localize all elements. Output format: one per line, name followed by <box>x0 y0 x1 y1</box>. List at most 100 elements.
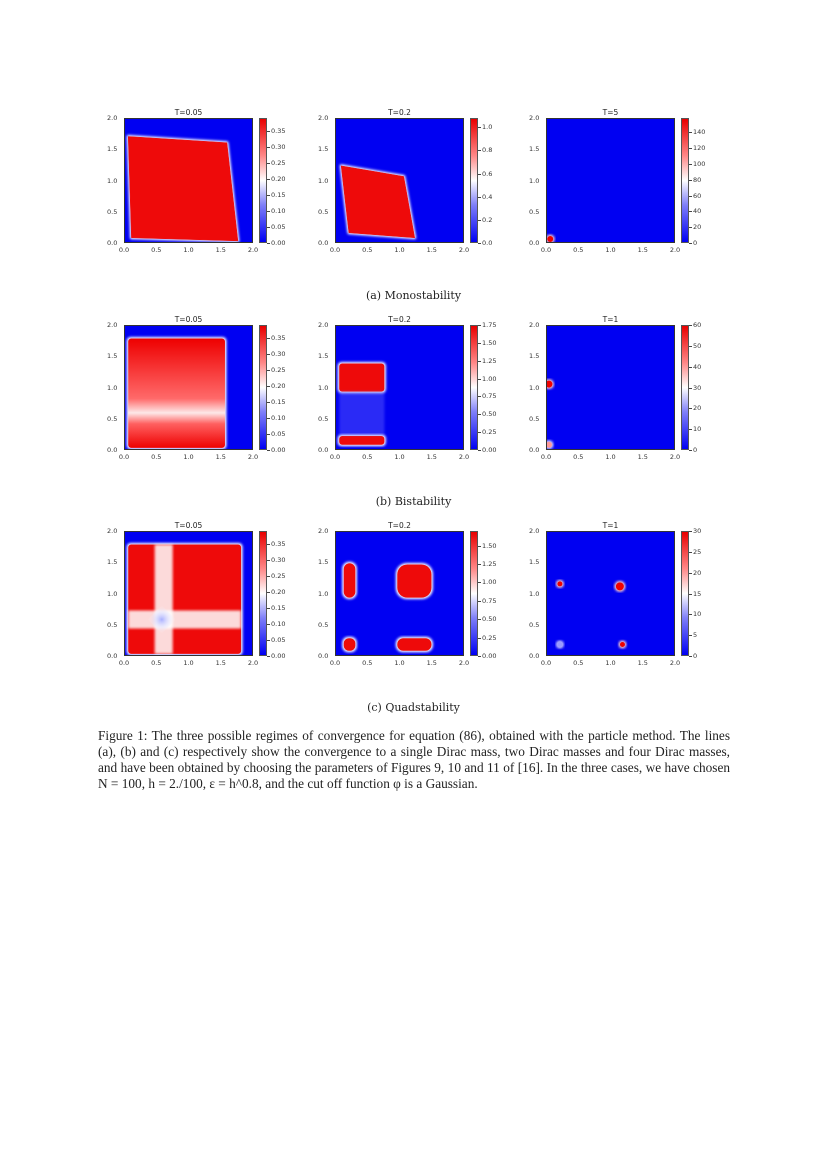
y-tick-label: 1.5 <box>529 558 540 567</box>
heatmap-plot-area <box>546 118 675 243</box>
heatmap-panel: T=1 0.0 0.5 1.0 1.5 2.0 0.0 0.5 1.0 1.5 2.0 0 5 10 15 2… <box>529 521 746 681</box>
colorbar-tick-label: 0.10 <box>266 413 286 422</box>
colorbar-tick-label: 0 <box>688 652 698 660</box>
colorbar-tick-label: 0.35 <box>266 539 286 548</box>
x-tick-label: 0.5 <box>362 453 373 461</box>
x-tick-label: 1.0 <box>605 246 616 254</box>
colorbar-tick-label: 1.0 <box>477 123 493 132</box>
colorbar <box>681 118 689 243</box>
panel-title: T=5 <box>602 108 619 117</box>
y-tick-label: 1.0 <box>318 383 329 392</box>
x-tick-label: 0.0 <box>329 659 341 667</box>
heatmap-plot-area <box>124 531 253 656</box>
colorbar-tick-label: 0.15 <box>266 397 286 406</box>
panel-title: T=0.05 <box>174 108 203 117</box>
x-tick-label: 0.5 <box>151 246 162 254</box>
x-tick-label: 0.5 <box>573 453 584 461</box>
colorbar-tick-label: 0.25 <box>266 365 286 374</box>
colorbar-tick-label: 0.75 <box>477 392 497 401</box>
x-tick-label: 1.0 <box>394 659 405 667</box>
y-tick-label: 1.0 <box>318 589 329 598</box>
colorbar-tick-label: 50 <box>688 341 702 350</box>
colorbar-tick-label: 15 <box>688 589 702 598</box>
colorbar <box>681 531 689 656</box>
y-tick-label: 0.5 <box>529 414 540 423</box>
x-tick-label: 1.0 <box>605 453 616 461</box>
panel-title: T=0.05 <box>174 315 203 324</box>
colorbar-tick-label: 0.30 <box>266 142 286 151</box>
y-tick-label: 1.0 <box>107 383 118 392</box>
colorbar <box>470 531 478 656</box>
colorbar-tick-label: 10 <box>688 610 702 619</box>
y-tick-label: 0.5 <box>318 414 329 423</box>
x-tick-label: 1.0 <box>394 246 405 254</box>
x-tick-label: 1.5 <box>637 246 648 254</box>
heatmap-panel: T=0.05 0.0 0.5 1.0 1.5 2.0 0.0 0.5 1.0 1.5 2.0 0.00… <box>107 521 324 681</box>
colorbar-tick-label: 0.00 <box>266 652 286 660</box>
colorbar-tick-label: 0.05 <box>266 635 286 644</box>
y-tick-label: 1.5 <box>529 352 540 361</box>
colorbar-tick-label: 1.50 <box>477 338 497 347</box>
y-tick-label: 1.5 <box>107 558 118 567</box>
heatmap-plot-area <box>335 531 464 656</box>
y-tick-label: 1.5 <box>107 145 118 154</box>
x-tick-label: 0.5 <box>151 659 162 667</box>
panel-title: T=1 <box>602 315 619 324</box>
y-tick-label: 1.0 <box>529 383 540 392</box>
colorbar-tick-label: 0.50 <box>477 615 497 624</box>
y-tick-label: 1.0 <box>318 176 329 185</box>
colorbar-tick-label: 0.20 <box>266 174 286 183</box>
x-tick-label: 1.0 <box>394 453 405 461</box>
y-tick-label: 1.5 <box>318 558 329 567</box>
colorbar-tick-label: 30 <box>688 527 702 535</box>
panel-title: T=0.2 <box>388 108 411 117</box>
colorbar-tick-label: 0.35 <box>266 126 286 135</box>
colorbar <box>259 325 267 450</box>
x-tick-label: 1.5 <box>215 453 226 461</box>
colorbar-tick-label: 1.25 <box>477 560 497 569</box>
x-tick-label: 0.5 <box>362 659 373 667</box>
heatmap-panel: T=0.05 0.0 0.5 1.0 1.5 2.0 0.0 0.5 1.0 1.5 2.0 0.00… <box>107 315 324 475</box>
colorbar-tick-label: 0.25 <box>266 571 286 580</box>
x-tick-label: 1.5 <box>637 659 648 667</box>
x-tick-label: 2.0 <box>247 453 259 461</box>
colorbar-tick-label: 0.30 <box>266 349 286 358</box>
heatmap-plot-area <box>124 118 253 243</box>
x-tick-label: 0.5 <box>151 453 162 461</box>
x-tick-label: 0.0 <box>540 453 552 461</box>
colorbar-tick-label: 0.25 <box>266 158 286 167</box>
x-tick-label: 1.5 <box>426 246 437 254</box>
x-tick-label: 0.0 <box>118 246 130 254</box>
colorbar-tick-label: 140 <box>688 128 706 137</box>
x-tick-label: 0.0 <box>118 659 130 667</box>
heatmap-plot-area <box>546 325 675 450</box>
colorbar-tick-label: 0.25 <box>477 428 497 437</box>
x-tick-label: 0.0 <box>329 453 341 461</box>
y-tick-label: 1.0 <box>529 589 540 598</box>
y-tick-label: 0.5 <box>107 207 118 216</box>
colorbar-tick-label: 0.00 <box>477 446 497 454</box>
colorbar-tick-label: 80 <box>688 175 702 184</box>
x-tick-label: 1.5 <box>426 659 437 667</box>
y-tick-label: 0.0 <box>529 239 540 247</box>
colorbar-tick-label: 120 <box>688 144 706 153</box>
figure-caption-text: Figure 1: The three possible regimes of … <box>98 728 730 791</box>
colorbar-tick-label: 25 <box>688 547 702 556</box>
heatmap-panel: T=0.05 0.0 0.5 1.0 1.5 2.0 0.0 0.5 1.0 1.5 2.0 0.00… <box>107 108 324 268</box>
y-tick-label: 0.0 <box>107 239 118 247</box>
colorbar-tick-label: 0.25 <box>477 633 497 642</box>
x-tick-label: 1.0 <box>183 246 194 254</box>
heatmap-plot-area <box>335 325 464 450</box>
colorbar-tick-label: 60 <box>688 321 702 329</box>
x-tick-label: 2.0 <box>247 246 259 254</box>
y-tick-label: 0.0 <box>107 652 118 660</box>
y-tick-label: 1.0 <box>529 176 540 185</box>
heatmap-panel: T=5 0.0 0.5 1.0 1.5 2.0 0.0 0.5 1.0 1.5 2.0 0 20 40 60… <box>529 108 746 268</box>
colorbar-tick-label: 0.20 <box>266 381 286 390</box>
colorbar-tick-label: 40 <box>688 362 702 371</box>
colorbar-tick-label: 60 <box>688 191 702 200</box>
colorbar-tick-label: 0.50 <box>477 410 497 419</box>
colorbar-tick-label: 1.00 <box>477 374 497 383</box>
colorbar-tick-label: 0.00 <box>477 652 497 660</box>
colorbar-tick-label: 0 <box>688 239 698 247</box>
